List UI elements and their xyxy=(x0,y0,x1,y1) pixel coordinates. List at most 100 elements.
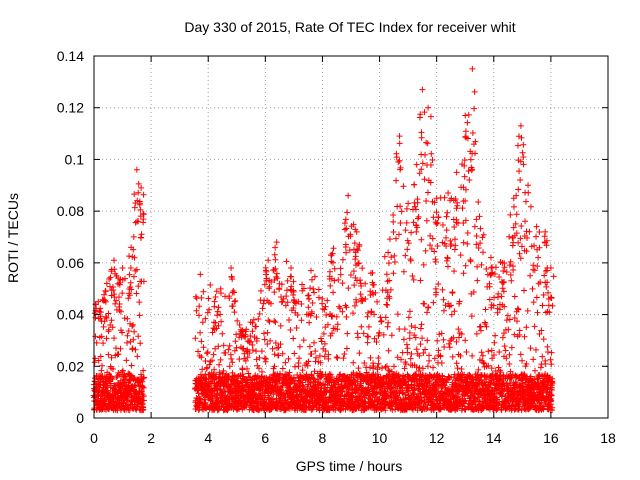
data-point xyxy=(375,332,382,339)
data-point xyxy=(390,229,397,236)
data-point xyxy=(423,406,430,413)
data-point xyxy=(130,233,137,240)
data-point xyxy=(414,196,421,203)
data-point xyxy=(420,261,427,268)
data-point xyxy=(285,355,292,362)
data-point xyxy=(469,65,476,72)
data-point xyxy=(499,285,506,292)
data-point xyxy=(462,337,469,344)
x-tick-label: 12 xyxy=(429,430,445,446)
data-point xyxy=(458,365,465,372)
data-point xyxy=(494,309,501,316)
data-point xyxy=(123,357,130,364)
data-point xyxy=(376,330,383,337)
data-point xyxy=(544,349,551,356)
data-point xyxy=(242,357,249,364)
data-point xyxy=(103,314,110,321)
data-point xyxy=(250,316,257,323)
data-point xyxy=(426,357,433,364)
data-point xyxy=(424,189,431,196)
data-point xyxy=(383,363,390,370)
data-point xyxy=(491,339,498,346)
data-point xyxy=(411,199,418,206)
data-point xyxy=(322,348,329,355)
data-point xyxy=(508,344,515,351)
data-point xyxy=(521,287,528,294)
data-point xyxy=(203,350,210,357)
data-point xyxy=(323,389,330,396)
data-point xyxy=(466,371,473,378)
data-point xyxy=(350,369,357,376)
data-point xyxy=(535,396,542,403)
data-point xyxy=(287,327,294,334)
data-point xyxy=(321,340,328,347)
y-tick-label: 0.1 xyxy=(65,151,85,167)
data-point xyxy=(546,401,553,408)
data-point xyxy=(439,286,446,293)
data-point xyxy=(517,235,524,242)
data-point xyxy=(313,354,320,361)
data-point xyxy=(380,381,387,388)
data-point xyxy=(516,327,523,334)
data-point xyxy=(283,293,290,300)
data-point xyxy=(469,150,476,157)
data-point xyxy=(127,265,134,272)
data-point xyxy=(305,358,312,365)
data-point xyxy=(550,273,557,280)
data-point xyxy=(356,403,363,410)
data-point xyxy=(334,321,341,328)
data-point xyxy=(462,128,469,135)
data-point xyxy=(501,264,508,271)
data-point xyxy=(418,134,425,141)
data-point xyxy=(233,344,240,351)
data-point xyxy=(103,335,110,342)
data-point xyxy=(134,353,141,360)
data-point xyxy=(249,341,256,348)
data-point xyxy=(440,296,447,303)
data-point xyxy=(419,335,426,342)
x-tick-label: 0 xyxy=(90,430,98,446)
data-point xyxy=(98,374,105,381)
data-point xyxy=(465,111,472,118)
data-point xyxy=(418,399,425,406)
data-point xyxy=(424,363,431,370)
data-point xyxy=(506,360,513,367)
data-point xyxy=(535,254,542,261)
data-point xyxy=(140,374,147,381)
data-point xyxy=(412,203,419,210)
data-point xyxy=(217,311,224,318)
data-point xyxy=(484,271,491,278)
data-point xyxy=(290,335,297,342)
data-point xyxy=(119,367,126,374)
data-point xyxy=(492,390,499,397)
data-point xyxy=(132,381,139,388)
data-point xyxy=(218,318,225,325)
data-point xyxy=(474,277,481,284)
data-point xyxy=(329,374,336,381)
grid-lines xyxy=(94,56,608,418)
data-point xyxy=(349,310,356,317)
data-point xyxy=(418,394,425,401)
data-point xyxy=(308,267,315,274)
data-point xyxy=(448,311,455,318)
data-point xyxy=(92,314,99,321)
data-point xyxy=(549,378,556,385)
data-point xyxy=(131,328,138,335)
data-point xyxy=(500,288,507,295)
data-point xyxy=(288,283,295,290)
data-point xyxy=(198,338,205,345)
data-point xyxy=(217,290,224,297)
data-point xyxy=(337,265,344,272)
data-point xyxy=(197,398,204,405)
data-point xyxy=(545,289,552,296)
data-point xyxy=(291,296,298,303)
data-point xyxy=(462,262,469,269)
data-point xyxy=(417,111,424,118)
data-point xyxy=(211,325,218,332)
data-point xyxy=(383,301,390,308)
data-point xyxy=(447,302,454,309)
data-point xyxy=(453,216,460,223)
data-point xyxy=(317,359,324,366)
data-point xyxy=(208,380,215,387)
data-point xyxy=(258,348,265,355)
